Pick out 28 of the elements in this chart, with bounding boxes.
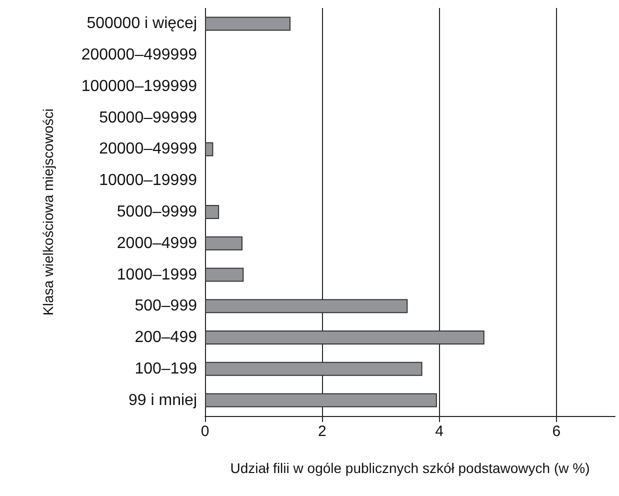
y-tick-label: 10000–19999 <box>99 172 198 190</box>
bar <box>205 205 220 219</box>
y-tick-label: 100000–199999 <box>81 78 198 95</box>
x-tick-label: 0 <box>200 423 210 440</box>
y-tick-label: 5000–9999 <box>116 204 198 220</box>
bar <box>205 362 422 376</box>
y-tick-label: 20000–49999 <box>99 140 198 158</box>
bar <box>205 299 408 314</box>
y-tick-label: 500–999 <box>134 298 198 315</box>
y-tick-label: 99 i mniej <box>128 392 197 409</box>
y-tick-label: 500000 i więcej <box>86 15 197 32</box>
y-tick-label: 2000–4999 <box>116 234 198 252</box>
bar <box>205 330 484 345</box>
y-tick-label: 50000–99999 <box>99 109 198 126</box>
bar <box>205 268 244 282</box>
y-tick-label: 100–199 <box>134 360 198 378</box>
y-tick-label: 1000–1999 <box>116 266 198 284</box>
x-tick-label: 6 <box>552 423 561 440</box>
x-axis-title: Udział filii w ogóle publicznych szkół podstawowych (w %) <box>230 460 590 476</box>
bar <box>205 393 437 408</box>
bar <box>205 16 291 31</box>
bar <box>205 236 242 250</box>
y-tick-label: 200000–499999 <box>81 46 198 64</box>
x-tick-label: 4 <box>435 423 444 440</box>
y-tick-label: 200–499 <box>134 329 198 346</box>
x-tick-label: 2 <box>318 423 326 440</box>
y-axis-title: Klasa wielkościowa miejscowości <box>40 108 56 316</box>
bar <box>205 142 214 156</box>
